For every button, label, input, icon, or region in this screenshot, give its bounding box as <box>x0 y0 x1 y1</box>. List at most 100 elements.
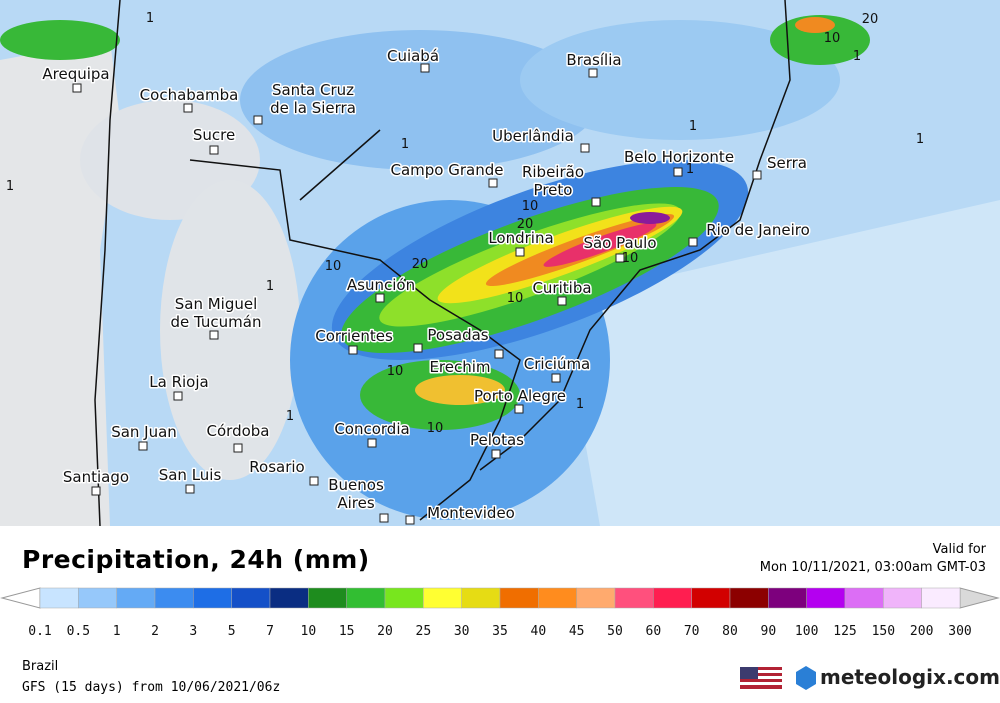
legend-value: 60 <box>646 624 662 639</box>
precip-area <box>543 223 657 267</box>
legend-swatch <box>844 587 884 609</box>
city-label: Buenos <box>328 476 384 494</box>
contour-label: 1 <box>266 279 274 294</box>
contour-label: 10 <box>622 251 639 266</box>
city-marker <box>491 449 501 459</box>
border-lines <box>94 0 791 527</box>
contour-label: 10 <box>824 31 841 46</box>
legend-value: 15 <box>339 624 355 639</box>
precip-area <box>520 20 840 140</box>
legend-value: 80 <box>722 624 738 639</box>
logo[interactable]: meteologix.com <box>820 665 1000 689</box>
city-label: Cochabamba <box>140 86 239 104</box>
city-marker <box>185 484 195 494</box>
city-marker <box>309 476 319 486</box>
city-label: Uberlândia <box>492 127 574 145</box>
legend-value: 10 <box>301 624 317 639</box>
contour-label: 20 <box>412 257 429 272</box>
contour-label: 10 <box>325 259 342 274</box>
legend-value: 100 <box>795 624 818 639</box>
city-marker <box>615 253 625 263</box>
city-label: Curitiba <box>532 279 591 297</box>
legend-panel <box>0 526 1000 703</box>
legend-value: 200 <box>910 624 933 639</box>
city-marker <box>580 143 590 153</box>
contour-label: 10 <box>507 291 524 306</box>
city-label: Belo Horizonte <box>624 148 734 166</box>
city-marker <box>515 247 525 257</box>
legend-swatch <box>883 587 922 609</box>
contour-label: 1 <box>916 132 924 147</box>
legend-title: Precipitation, 24h (mm) <box>22 545 370 574</box>
city-label: Campo Grande <box>391 161 504 179</box>
contour-label: 10 <box>427 421 444 436</box>
legend-swatch <box>576 587 616 609</box>
legend-value: 20 <box>377 624 393 639</box>
legend-swatch <box>384 587 424 609</box>
legend-swatch <box>691 587 731 609</box>
legend-value: 1 <box>113 624 121 639</box>
city-marker <box>348 345 358 355</box>
legend-value: 7 <box>266 624 274 639</box>
city-label: Rio de Janeiro <box>706 221 810 239</box>
city-label: Serra <box>767 154 807 172</box>
legend-swatch <box>39 587 79 609</box>
city-marker <box>379 513 389 523</box>
legend-swatch <box>269 587 309 609</box>
legend-swatch <box>346 587 386 609</box>
contour-label: 1 <box>401 137 409 152</box>
contour-label: 10 <box>387 364 404 379</box>
flag-icon <box>740 667 782 689</box>
legend-value: 3 <box>189 624 197 639</box>
city-marker <box>488 178 498 188</box>
city-label: San Luis <box>159 466 222 484</box>
legend-swatch <box>78 587 117 609</box>
city-label: Concordia <box>334 420 409 438</box>
city-label: Ribeirão <box>522 163 584 181</box>
legend-value: 5 <box>228 624 236 639</box>
legend-value: 0.5 <box>67 624 90 639</box>
city-label: San Juan <box>111 423 177 441</box>
city-label: Pelotas <box>470 431 524 449</box>
legend-value: 70 <box>684 624 700 639</box>
city-label: Córdoba <box>207 422 270 440</box>
city-label: São Paulo <box>583 234 656 252</box>
city-label: La Rioja <box>149 373 208 391</box>
city-label: Cuiabá <box>387 47 439 65</box>
legend-swatch <box>499 587 539 609</box>
legend-value: 50 <box>607 624 623 639</box>
precip-area <box>770 15 870 65</box>
legend-swatch <box>806 587 846 609</box>
legend-value: 30 <box>454 624 470 639</box>
dry-area <box>160 180 300 480</box>
legend-swatch <box>538 587 577 609</box>
city-marker <box>413 343 423 353</box>
precip-area <box>630 212 670 224</box>
city-label: Aires <box>337 494 374 512</box>
contour-label: 10 <box>522 199 539 214</box>
legend-swatch <box>461 587 501 609</box>
legend-value: 2 <box>151 624 159 639</box>
city-marker <box>173 391 183 401</box>
contour-label: 1 <box>853 49 861 64</box>
city-marker <box>494 349 504 359</box>
city-marker <box>551 373 561 383</box>
contour-label: 1 <box>286 409 294 424</box>
legend-swatch <box>423 587 462 609</box>
city-marker <box>367 438 377 448</box>
logo-icon <box>796 666 816 690</box>
precip-area <box>240 30 600 170</box>
city-label: Sucre <box>193 126 235 144</box>
city-label: de la Sierra <box>270 99 356 117</box>
city-label: Londrina <box>488 229 553 247</box>
legend-value: 150 <box>872 624 895 639</box>
valid-time: Mon 10/11/2021, 03:00am GMT-03 <box>760 560 986 575</box>
contour-label: 1 <box>6 179 14 194</box>
city-marker <box>72 83 82 93</box>
legend-value: 25 <box>416 624 432 639</box>
city-marker <box>138 441 148 451</box>
legend-value: 0.1 <box>28 624 51 639</box>
city-label: Preto <box>534 181 573 199</box>
region: Brazil <box>22 659 58 674</box>
